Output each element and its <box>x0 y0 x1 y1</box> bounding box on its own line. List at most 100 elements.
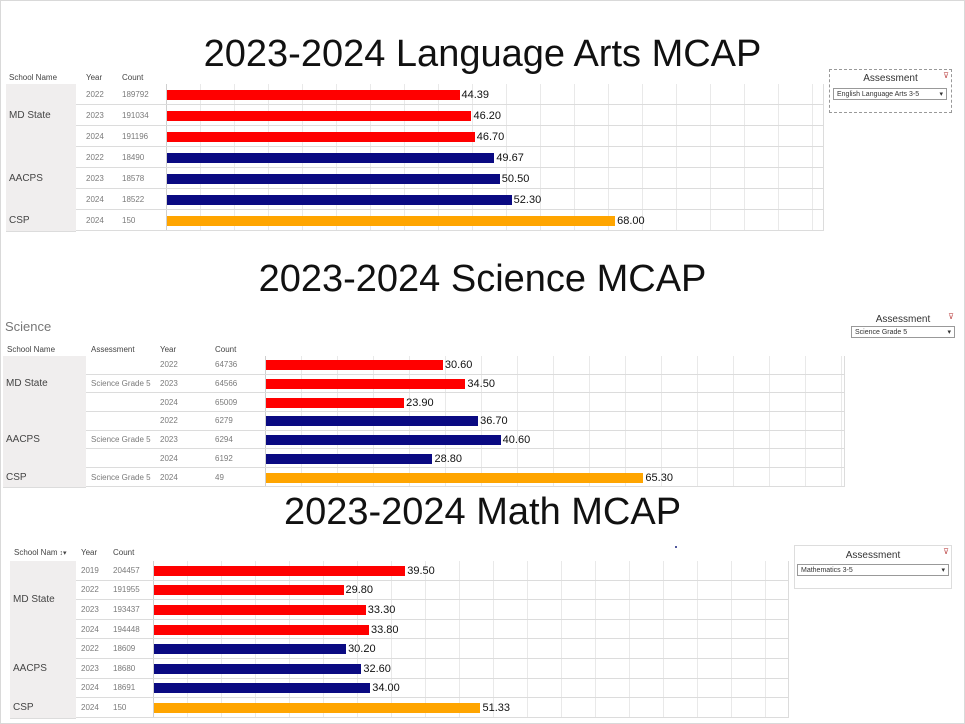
table-row <box>86 450 845 469</box>
data-label: 40.60 <box>502 434 531 447</box>
group-assessment: Science Grade 5 <box>91 435 151 445</box>
table-row <box>76 698 789 718</box>
column-header[interactable]: School Name <box>7 345 56 354</box>
column-header[interactable]: Year <box>86 73 103 82</box>
gridline <box>527 561 528 718</box>
count-cell: 18490 <box>122 152 145 162</box>
year-cell: 2024 <box>160 397 178 407</box>
column-header[interactable]: Year <box>81 548 98 557</box>
count-cell: 191196 <box>122 131 149 141</box>
year-cell: 2023 <box>160 379 178 389</box>
group-cell <box>3 468 86 488</box>
count-cell: 194448 <box>113 624 140 634</box>
bar[interactable] <box>167 89 460 100</box>
data-label: 65.30 <box>645 471 673 484</box>
column-header[interactable]: School Name <box>9 73 58 82</box>
count-cell: 193437 <box>113 605 140 614</box>
gridline <box>676 84 677 231</box>
group-name: AACPS <box>6 434 40 446</box>
bar[interactable] <box>167 173 500 184</box>
column-header[interactable]: Count <box>122 73 144 82</box>
filter-icon[interactable]: ⊽ <box>943 547 949 556</box>
ela-assessment-select[interactable]: English Language Arts 3-5 ▾ <box>833 88 947 100</box>
bar[interactable] <box>167 194 512 205</box>
bar[interactable] <box>266 416 479 427</box>
column-header[interactable]: Year <box>160 345 177 354</box>
count-cell: 191955 <box>113 585 140 595</box>
year-cell: 2022 <box>160 416 178 426</box>
year-cell: 2024 <box>86 194 104 204</box>
gridline <box>629 561 630 718</box>
bar[interactable] <box>266 397 405 408</box>
table-row <box>76 561 789 581</box>
count-cell: 18680 <box>113 663 136 673</box>
chart-table: MD State Science Grade 5 2022 64736 30.60 202… <box>3 356 845 488</box>
year-cell: 2024 <box>81 683 99 693</box>
ela-filter-title: Assessment <box>863 73 918 84</box>
bar[interactable] <box>154 644 347 655</box>
bar[interactable] <box>154 585 344 596</box>
bar[interactable] <box>154 605 366 615</box>
math-assessment-select[interactable]: Mathematics 3-5 ▾ <box>797 564 949 576</box>
year-cell: 2024 <box>160 472 178 482</box>
gridline <box>595 561 596 718</box>
stray-dot <box>675 546 677 548</box>
ela-assessment-value: English Language Arts 3-5 <box>837 91 920 98</box>
bar[interactable] <box>167 131 475 142</box>
data-label: 28.80 <box>434 452 462 465</box>
gridline <box>765 561 766 718</box>
bar[interactable] <box>154 565 406 576</box>
plot-right-border <box>788 561 789 718</box>
bar[interactable] <box>167 152 495 163</box>
science-assessment-select[interactable]: Science Grade 5 ▾ <box>851 326 955 338</box>
gridline <box>459 561 460 718</box>
gridline <box>561 561 562 718</box>
year-cell: 2023 <box>86 110 104 120</box>
count-cell: 18609 <box>113 644 136 654</box>
bar[interactable] <box>167 110 472 121</box>
table-row <box>86 356 845 375</box>
data-label: 29.80 <box>345 584 374 597</box>
count-cell: 191034 <box>122 110 149 120</box>
data-label: 30.60 <box>444 359 473 372</box>
column-header[interactable]: School Nam ↕▾ <box>14 548 67 557</box>
bar[interactable] <box>154 663 362 674</box>
sort-icon[interactable]: ↕▾ <box>57 550 67 557</box>
data-label: 49.67 <box>496 151 524 164</box>
bar[interactable] <box>266 360 443 371</box>
bar[interactable] <box>167 215 616 226</box>
table-row <box>76 210 824 231</box>
gridline <box>540 84 541 231</box>
bar[interactable] <box>154 683 371 694</box>
group-name: CSP <box>13 702 34 713</box>
data-label: 33.80 <box>370 623 399 636</box>
column-header[interactable]: Assessment <box>91 345 135 354</box>
group-cell <box>6 210 76 232</box>
column-header[interactable]: Count <box>113 548 135 557</box>
bar[interactable] <box>154 624 369 635</box>
filter-icon[interactable]: ⊽ <box>948 312 954 321</box>
table-row <box>76 639 789 659</box>
bar[interactable] <box>266 472 644 483</box>
bar[interactable] <box>266 453 433 464</box>
gridline <box>661 356 662 487</box>
bar[interactable] <box>266 379 466 390</box>
table-row <box>76 659 789 679</box>
gridline <box>642 84 643 231</box>
science-filter-title: Assessment <box>875 314 931 325</box>
group-name: AACPS <box>9 172 43 184</box>
gridline <box>553 356 554 487</box>
count-cell: 6294 <box>215 435 233 445</box>
group-cell <box>3 356 86 414</box>
filter-icon[interactable]: ⊽ <box>943 71 949 80</box>
bar[interactable] <box>154 703 481 713</box>
year-cell: 2022 <box>81 644 99 654</box>
year-cell: 2024 <box>81 624 99 634</box>
plot-right-border <box>844 356 845 487</box>
count-cell: 189792 <box>122 89 149 99</box>
bar[interactable] <box>266 435 501 446</box>
gridline <box>778 84 779 231</box>
gridline <box>663 561 664 718</box>
column-header[interactable]: Count <box>215 345 237 354</box>
table-row <box>76 620 789 640</box>
